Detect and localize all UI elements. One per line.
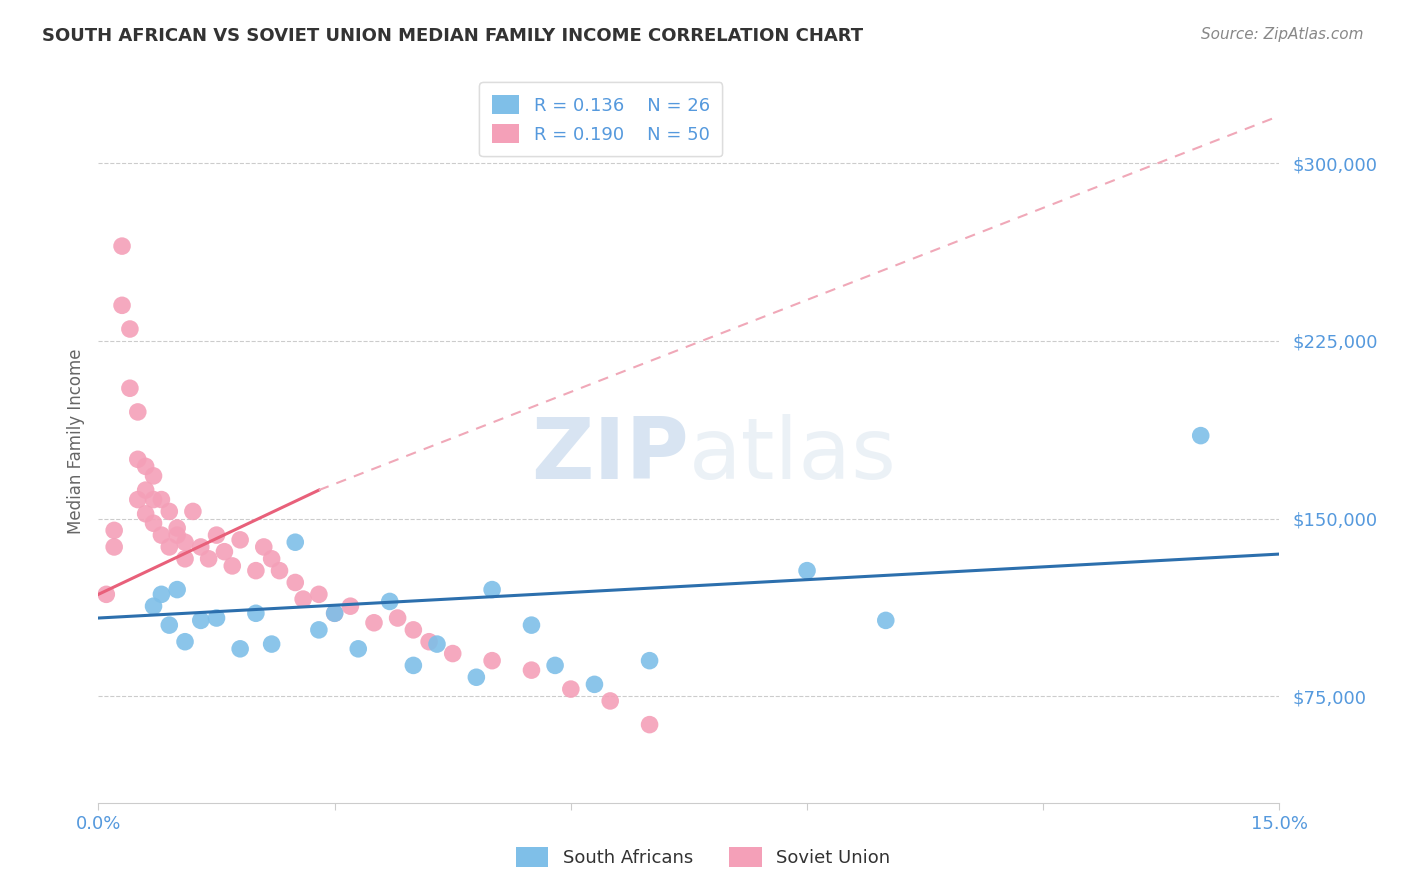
Point — [284, 575, 307, 590]
Point — [214, 544, 236, 558]
Text: atlas: atlas — [689, 415, 897, 498]
Point — [260, 551, 283, 566]
Point — [127, 452, 149, 467]
Point — [245, 564, 267, 578]
Point — [544, 658, 567, 673]
Point — [260, 637, 283, 651]
Point — [796, 564, 818, 578]
Point — [157, 504, 180, 518]
Point — [402, 658, 425, 673]
Point — [190, 540, 212, 554]
Point — [465, 670, 488, 684]
Point — [520, 618, 543, 632]
Legend: R = 0.136    N = 26, R = 0.190    N = 50: R = 0.136 N = 26, R = 0.190 N = 50 — [479, 82, 723, 156]
Point — [347, 641, 370, 656]
Point — [387, 611, 409, 625]
Point — [323, 607, 346, 621]
Point — [426, 637, 449, 651]
Point — [103, 540, 125, 554]
Point — [308, 623, 330, 637]
Point — [378, 594, 401, 608]
Point — [245, 607, 267, 621]
Point — [402, 623, 425, 637]
Point — [181, 504, 204, 518]
Point — [638, 717, 661, 731]
Point — [150, 587, 173, 601]
Point — [221, 558, 243, 573]
Point — [111, 298, 134, 312]
Point — [875, 614, 897, 628]
Point — [135, 483, 157, 497]
Point — [441, 647, 464, 661]
Point — [142, 469, 165, 483]
Text: Source: ZipAtlas.com: Source: ZipAtlas.com — [1201, 27, 1364, 42]
Legend: South Africans, Soviet Union: South Africans, Soviet Union — [509, 839, 897, 874]
Point — [174, 535, 197, 549]
Point — [118, 322, 141, 336]
Point — [190, 614, 212, 628]
Point — [253, 540, 276, 554]
Point — [638, 654, 661, 668]
Point — [205, 611, 228, 625]
Point — [292, 592, 315, 607]
Point — [339, 599, 361, 614]
Point — [1189, 428, 1212, 442]
Point — [269, 564, 291, 578]
Point — [118, 381, 141, 395]
Point — [142, 599, 165, 614]
Point — [150, 492, 173, 507]
Point — [229, 533, 252, 547]
Point — [135, 459, 157, 474]
Point — [308, 587, 330, 601]
Point — [174, 551, 197, 566]
Text: SOUTH AFRICAN VS SOVIET UNION MEDIAN FAMILY INCOME CORRELATION CHART: SOUTH AFRICAN VS SOVIET UNION MEDIAN FAM… — [42, 27, 863, 45]
Point — [284, 535, 307, 549]
Point — [229, 641, 252, 656]
Point — [174, 634, 197, 648]
Point — [166, 582, 188, 597]
Point — [142, 516, 165, 531]
Point — [166, 521, 188, 535]
Point — [142, 492, 165, 507]
Point — [583, 677, 606, 691]
Point — [127, 405, 149, 419]
Point — [127, 492, 149, 507]
Point — [323, 607, 346, 621]
Point — [197, 551, 219, 566]
Point — [111, 239, 134, 253]
Point — [481, 654, 503, 668]
Y-axis label: Median Family Income: Median Family Income — [66, 349, 84, 534]
Point — [560, 682, 582, 697]
Point — [150, 528, 173, 542]
Point — [96, 587, 118, 601]
Point — [157, 540, 180, 554]
Point — [520, 663, 543, 677]
Point — [363, 615, 385, 630]
Point — [166, 528, 188, 542]
Point — [205, 528, 228, 542]
Point — [599, 694, 621, 708]
Point — [103, 524, 125, 538]
Point — [135, 507, 157, 521]
Point — [157, 618, 180, 632]
Point — [481, 582, 503, 597]
Point — [418, 634, 440, 648]
Text: ZIP: ZIP — [531, 415, 689, 498]
